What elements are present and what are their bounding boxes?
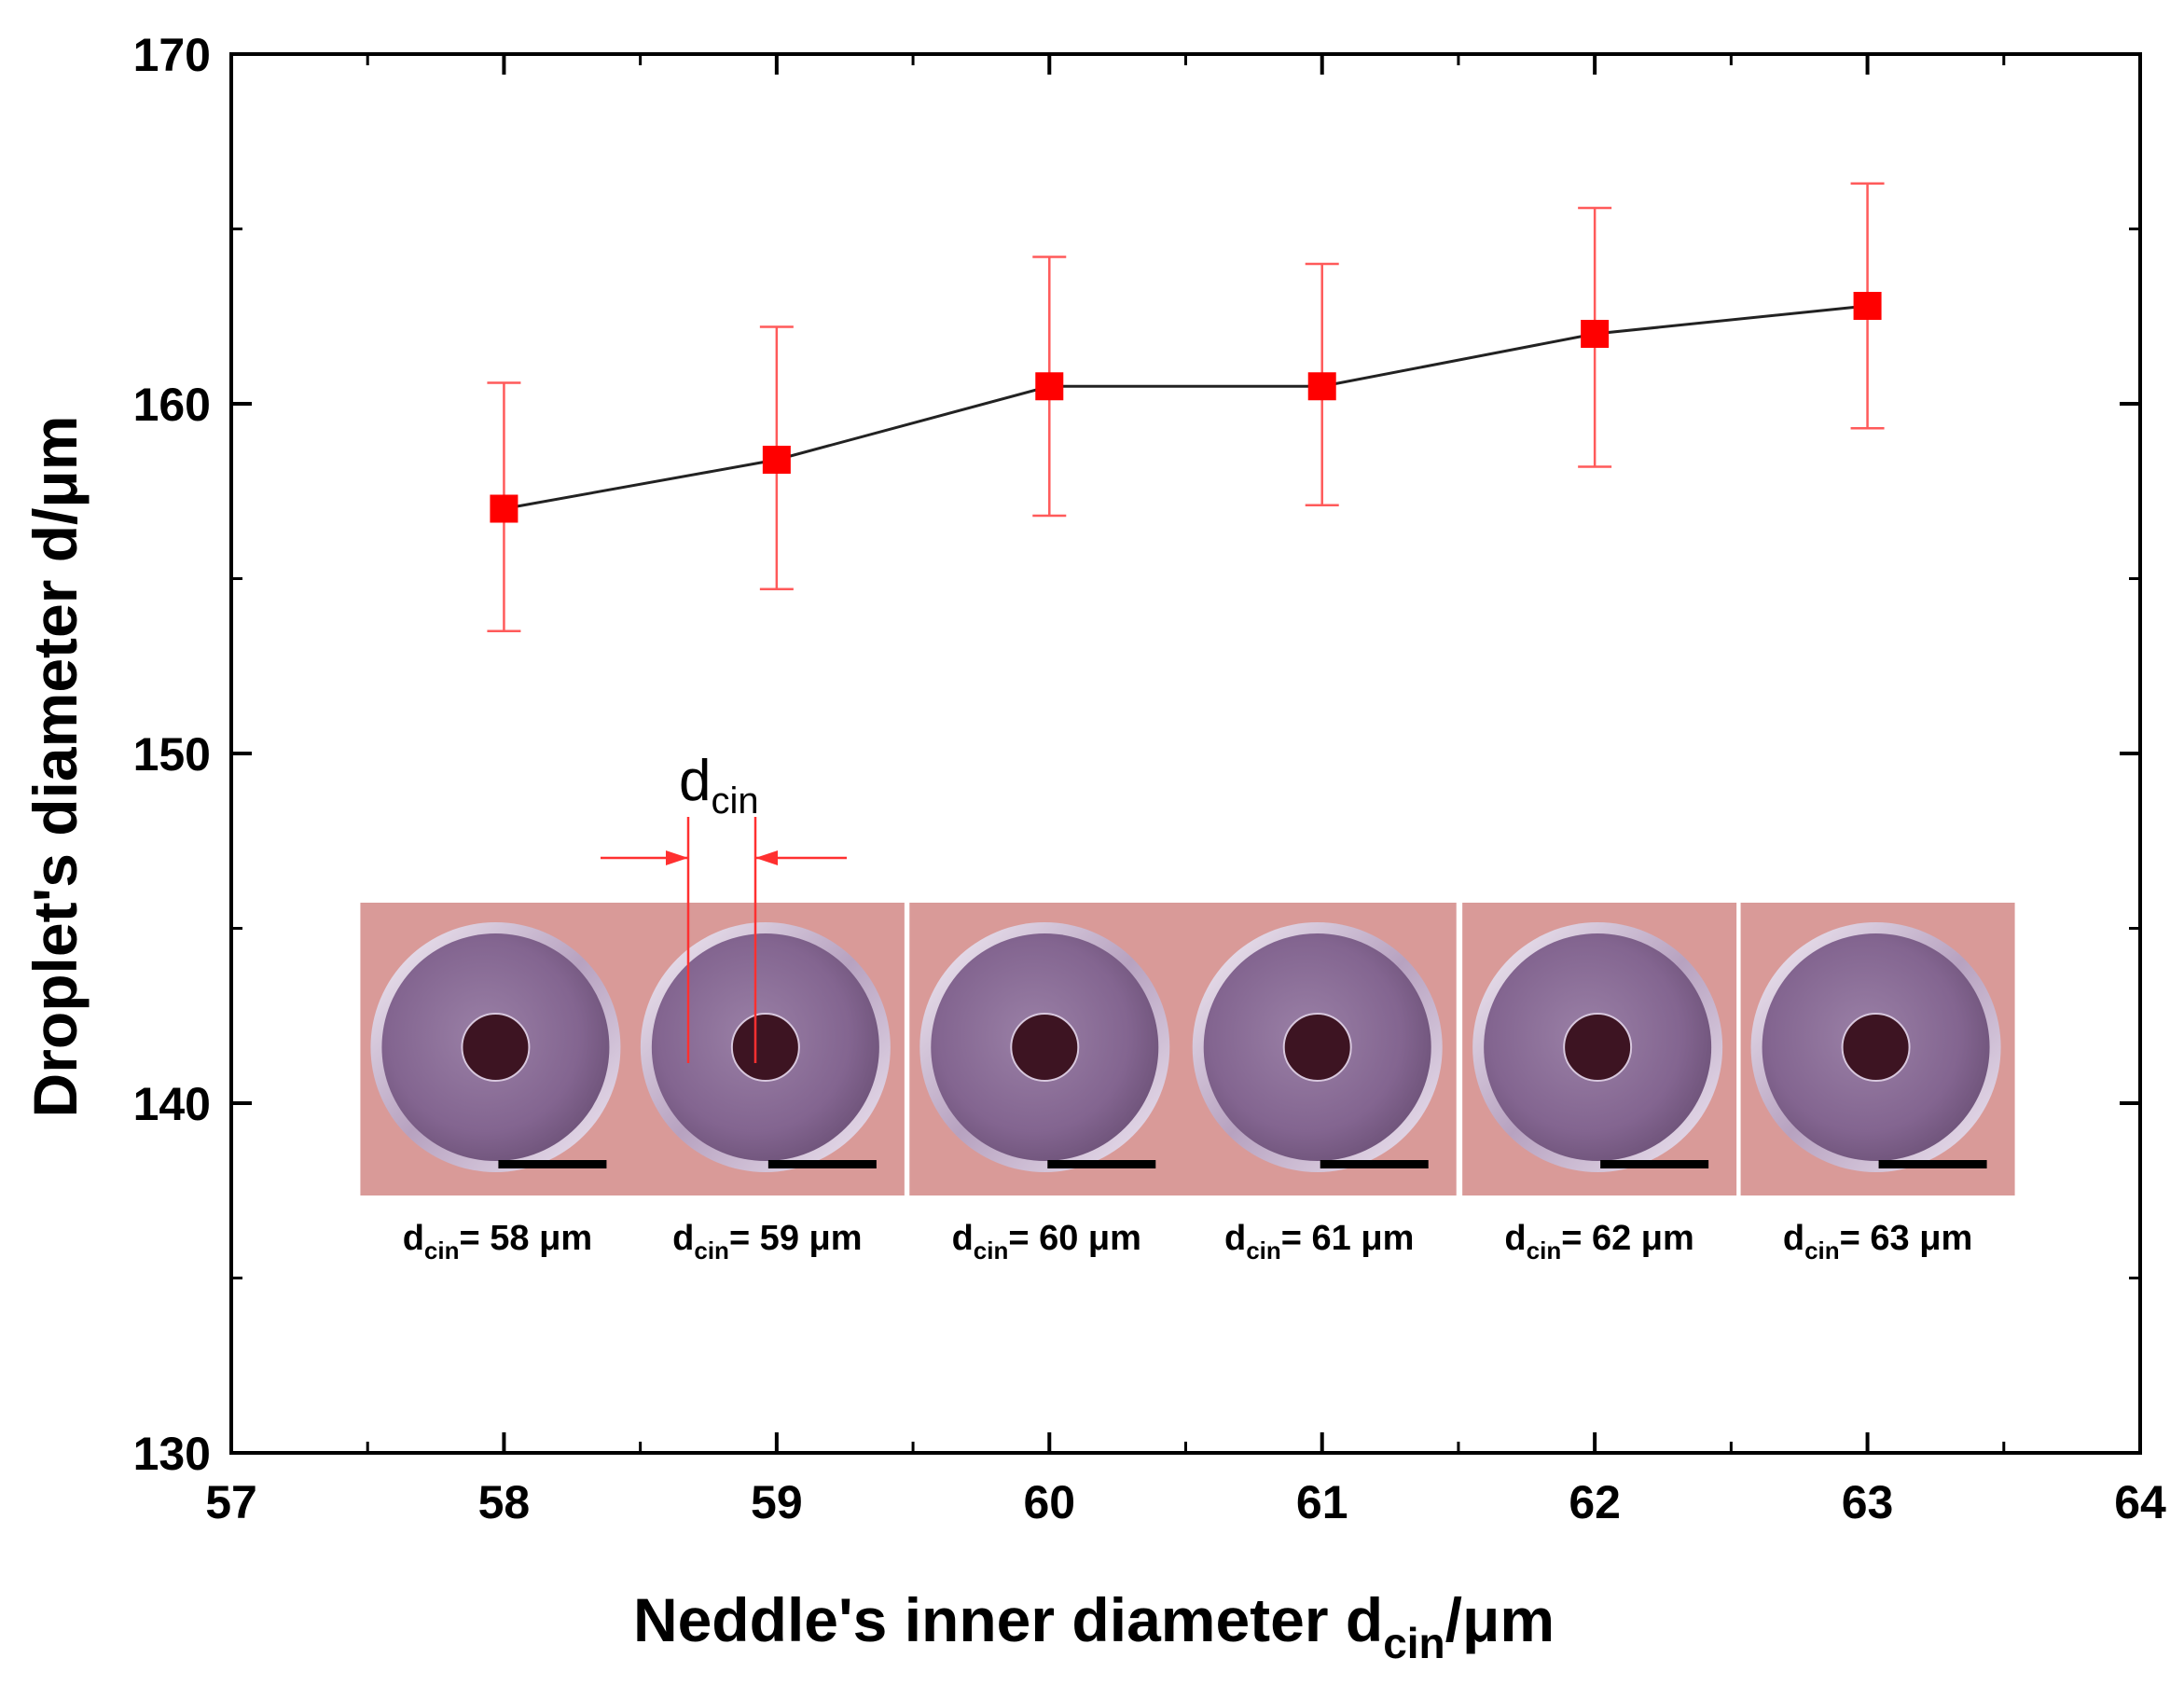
- data-point: [1853, 292, 1882, 320]
- y-tick-label: 160: [133, 379, 211, 431]
- inset-photo: dcin= 59 μm: [629, 903, 905, 1264]
- inset-label: dcin= 58 μm: [403, 1219, 592, 1264]
- inset-label: dcin= 59 μm: [672, 1219, 862, 1264]
- y-tick-label: 150: [133, 728, 211, 781]
- needle-hole: [1563, 1013, 1633, 1082]
- scale-bar: [767, 1160, 877, 1168]
- data-point: [1307, 372, 1336, 401]
- inset-photo: dcin= 58 μm: [360, 903, 635, 1264]
- data-markers: [490, 292, 1882, 523]
- x-tick-label: 59: [751, 1476, 803, 1528]
- x-tick-label: 57: [205, 1476, 257, 1528]
- y-tick-label: 130: [133, 1428, 211, 1480]
- series-line: [504, 304, 1868, 510]
- x-tick-label: 60: [1023, 1476, 1075, 1528]
- inset-photo: dcin= 61 μm: [1182, 903, 1457, 1264]
- scale-bar: [1320, 1160, 1429, 1168]
- inset-photo: dcin= 62 μm: [1462, 903, 1737, 1264]
- arrow-right-head: [755, 850, 778, 865]
- x-tick-label: 58: [478, 1476, 531, 1528]
- inset-photo: dcin= 63 μm: [1740, 903, 2015, 1264]
- dcin-annotation: dcin: [601, 749, 847, 1063]
- plot-axes: [229, 52, 2142, 1455]
- x-tick-label: 62: [1569, 1476, 1621, 1528]
- scale-bar: [498, 1160, 607, 1168]
- inset-label: dcin= 60 μm: [952, 1219, 1141, 1264]
- x-tick-label: 64: [2114, 1476, 2166, 1528]
- annotation-label: dcin: [679, 749, 759, 822]
- inset-photo: dcin= 60 μm: [909, 903, 1184, 1264]
- inset-photos: dcin= 58 μm dcin= 59 μm dcin= 60 μm dcin= 6…: [360, 903, 2015, 1264]
- x-axis-title: Neddle's inner diameter dcin/μm: [633, 1585, 1555, 1667]
- data-point: [1581, 320, 1610, 348]
- needle-hole: [1282, 1013, 1352, 1082]
- tick-labels: 57 58 59 60 61 62 63 64 130 140 150 160 170: [133, 29, 2166, 1528]
- inset-label: dcin= 62 μm: [1504, 1219, 1693, 1264]
- data-point: [1035, 372, 1064, 401]
- data-point: [762, 446, 791, 474]
- scale-bar: [1600, 1160, 1709, 1168]
- scale-bar: [1878, 1160, 1987, 1168]
- needle-hole: [1841, 1013, 1911, 1082]
- needle-hole: [1010, 1013, 1080, 1082]
- inset-label: dcin= 63 μm: [1783, 1219, 1972, 1264]
- error-bars: [487, 182, 1885, 632]
- inset-label: dcin= 61 μm: [1224, 1219, 1414, 1264]
- needle-hole: [461, 1013, 531, 1082]
- x-tick-label: 63: [1842, 1476, 1894, 1528]
- arrow-left-head: [666, 850, 688, 865]
- series-polyline: [504, 304, 1868, 510]
- y-tick-label: 140: [133, 1078, 211, 1130]
- scale-bar: [1047, 1160, 1156, 1168]
- y-axis-title: Droplet's diameter d/μm: [21, 416, 90, 1118]
- data-point: [490, 494, 518, 523]
- x-tick-label: 61: [1296, 1476, 1348, 1528]
- y-tick-label: 170: [133, 29, 211, 81]
- needle-hole: [730, 1013, 800, 1082]
